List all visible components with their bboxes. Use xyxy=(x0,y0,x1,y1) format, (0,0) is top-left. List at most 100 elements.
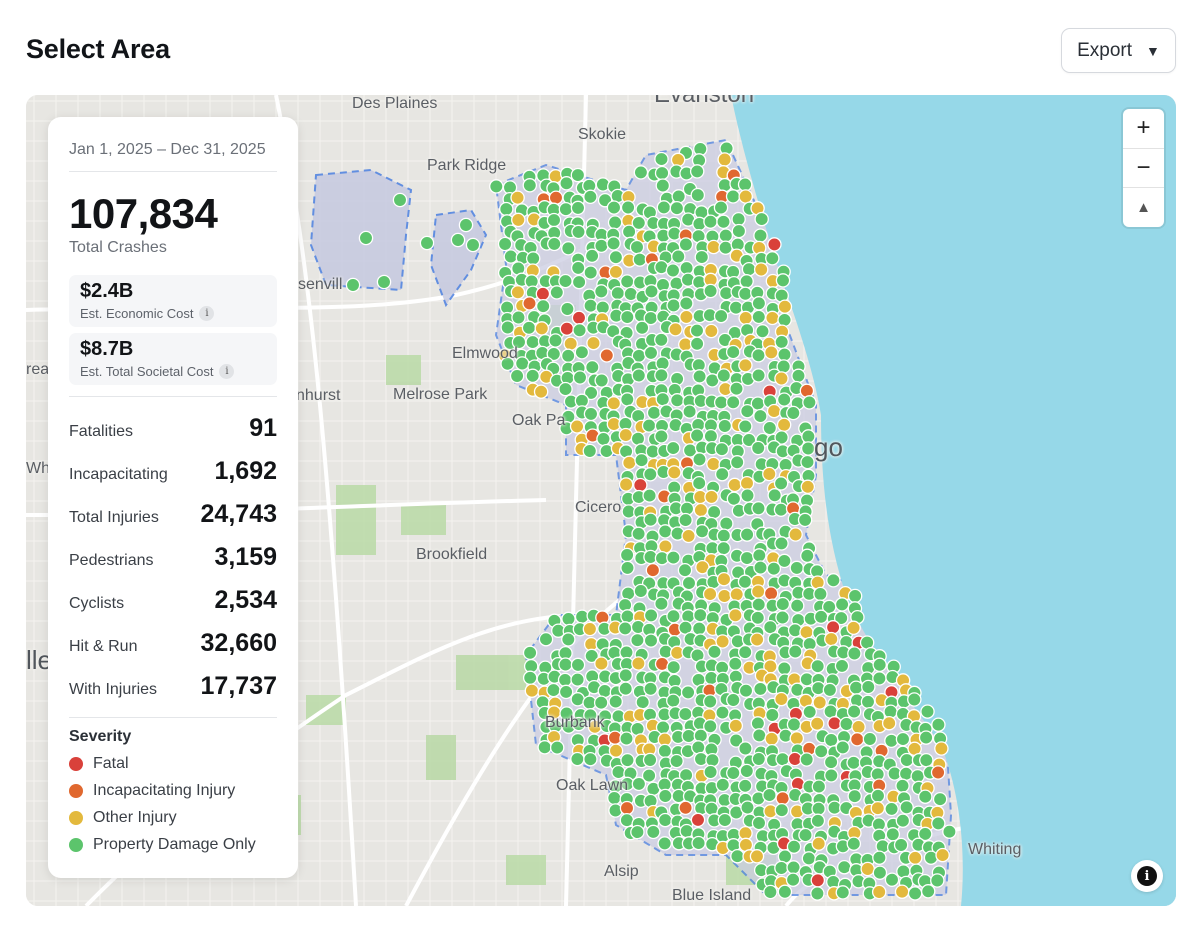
crash-marker[interactable] xyxy=(500,320,515,335)
crash-marker[interactable] xyxy=(728,733,744,748)
crash-marker[interactable] xyxy=(789,598,805,613)
crash-marker[interactable] xyxy=(560,348,576,364)
crash-marker[interactable] xyxy=(846,620,861,636)
crash-marker[interactable] xyxy=(777,347,792,362)
crash-marker[interactable] xyxy=(846,755,861,771)
crash-marker[interactable] xyxy=(678,512,693,528)
crash-marker[interactable] xyxy=(847,588,863,604)
crash-marker[interactable] xyxy=(694,249,710,265)
crash-marker[interactable] xyxy=(777,884,793,900)
zoom-in-button[interactable]: + xyxy=(1123,109,1164,149)
info-icon[interactable]: i xyxy=(199,306,215,321)
crash-marker[interactable] xyxy=(846,704,862,719)
crash-marker[interactable] xyxy=(705,752,720,768)
crash-marker[interactable] xyxy=(358,230,374,246)
crash-marker[interactable] xyxy=(690,187,706,203)
crash-marker[interactable] xyxy=(560,301,575,317)
crash-marker[interactable] xyxy=(657,743,673,759)
crash-marker[interactable] xyxy=(847,788,862,804)
crash-marker[interactable] xyxy=(656,200,672,215)
crash-marker[interactable] xyxy=(618,477,634,492)
crash-marker[interactable] xyxy=(702,586,718,602)
crash-marker[interactable] xyxy=(678,237,694,252)
crash-marker[interactable] xyxy=(559,176,574,191)
crash-marker[interactable] xyxy=(752,728,767,743)
crash-marker[interactable] xyxy=(764,345,779,360)
crash-marker[interactable] xyxy=(522,645,538,661)
crash-marker[interactable] xyxy=(872,657,887,673)
crash-marker[interactable] xyxy=(839,716,854,732)
crash-marker[interactable] xyxy=(681,528,696,544)
crash-marker[interactable] xyxy=(799,624,814,640)
crash-marker[interactable] xyxy=(719,516,734,531)
crash-marker[interactable] xyxy=(728,300,744,315)
crash-marker[interactable] xyxy=(537,740,552,755)
crash-marker[interactable] xyxy=(835,885,851,900)
crash-marker[interactable] xyxy=(691,274,707,290)
crash-marker[interactable] xyxy=(563,336,578,351)
crash-marker[interactable] xyxy=(738,683,754,698)
crash-marker[interactable] xyxy=(895,778,910,794)
crash-marker[interactable] xyxy=(654,429,669,444)
crash-marker[interactable] xyxy=(570,260,586,276)
crash-marker[interactable] xyxy=(765,707,780,723)
crash-marker[interactable] xyxy=(654,332,669,348)
crash-marker[interactable] xyxy=(669,753,684,769)
crash-marker[interactable] xyxy=(751,309,767,325)
crash-marker[interactable] xyxy=(655,391,671,407)
crash-marker[interactable] xyxy=(557,672,573,688)
crash-marker[interactable] xyxy=(503,249,519,264)
crash-marker[interactable] xyxy=(714,441,730,457)
crash-marker[interactable] xyxy=(716,528,732,543)
crash-marker[interactable] xyxy=(751,597,766,612)
crash-marker[interactable] xyxy=(654,368,669,383)
crash-marker[interactable] xyxy=(895,731,911,747)
crash-marker[interactable] xyxy=(643,467,658,482)
crash-marker[interactable] xyxy=(525,334,540,350)
crash-marker[interactable] xyxy=(633,165,649,180)
crash-marker[interactable] xyxy=(619,547,635,563)
crash-marker[interactable] xyxy=(549,740,565,755)
crash-marker[interactable] xyxy=(774,430,789,445)
crash-marker[interactable] xyxy=(811,779,827,794)
crash-marker[interactable] xyxy=(919,752,934,768)
crash-marker[interactable] xyxy=(737,177,753,192)
crash-marker[interactable] xyxy=(669,393,685,408)
crash-marker[interactable] xyxy=(861,679,876,695)
crash-marker[interactable] xyxy=(870,788,886,804)
crash-marker[interactable] xyxy=(813,744,829,759)
crash-marker[interactable] xyxy=(632,252,648,267)
crash-marker[interactable] xyxy=(777,553,792,569)
crash-marker[interactable] xyxy=(702,694,718,709)
crash-marker[interactable] xyxy=(525,251,541,266)
crash-marker[interactable] xyxy=(729,455,745,470)
crash-marker[interactable] xyxy=(689,164,705,179)
crash-marker[interactable] xyxy=(851,719,866,735)
crash-marker[interactable] xyxy=(931,717,946,732)
crash-marker[interactable] xyxy=(920,704,935,719)
crash-marker[interactable] xyxy=(738,741,753,756)
crash-marker[interactable] xyxy=(777,299,793,314)
crash-marker[interactable] xyxy=(570,657,586,673)
crash-marker[interactable] xyxy=(571,224,586,240)
crash-marker[interactable] xyxy=(582,621,598,637)
crash-marker[interactable] xyxy=(646,824,661,840)
crash-marker[interactable] xyxy=(608,264,624,280)
crash-marker[interactable] xyxy=(620,309,635,325)
crash-marker[interactable] xyxy=(558,684,574,700)
crash-marker[interactable] xyxy=(680,685,696,700)
crash-marker[interactable] xyxy=(692,452,707,467)
crash-marker[interactable] xyxy=(666,659,681,675)
crash-marker[interactable] xyxy=(535,298,551,314)
crash-marker[interactable] xyxy=(667,465,682,480)
crash-marker[interactable] xyxy=(597,683,613,699)
crash-marker[interactable] xyxy=(774,334,789,350)
crash-marker[interactable] xyxy=(753,228,768,243)
crash-marker[interactable] xyxy=(776,392,792,407)
crash-marker[interactable] xyxy=(898,766,914,781)
crash-marker[interactable] xyxy=(658,788,673,804)
crash-marker[interactable] xyxy=(762,466,777,482)
crash-marker[interactable] xyxy=(801,851,817,866)
crash-marker[interactable] xyxy=(774,371,789,386)
crash-marker[interactable] xyxy=(751,296,767,311)
